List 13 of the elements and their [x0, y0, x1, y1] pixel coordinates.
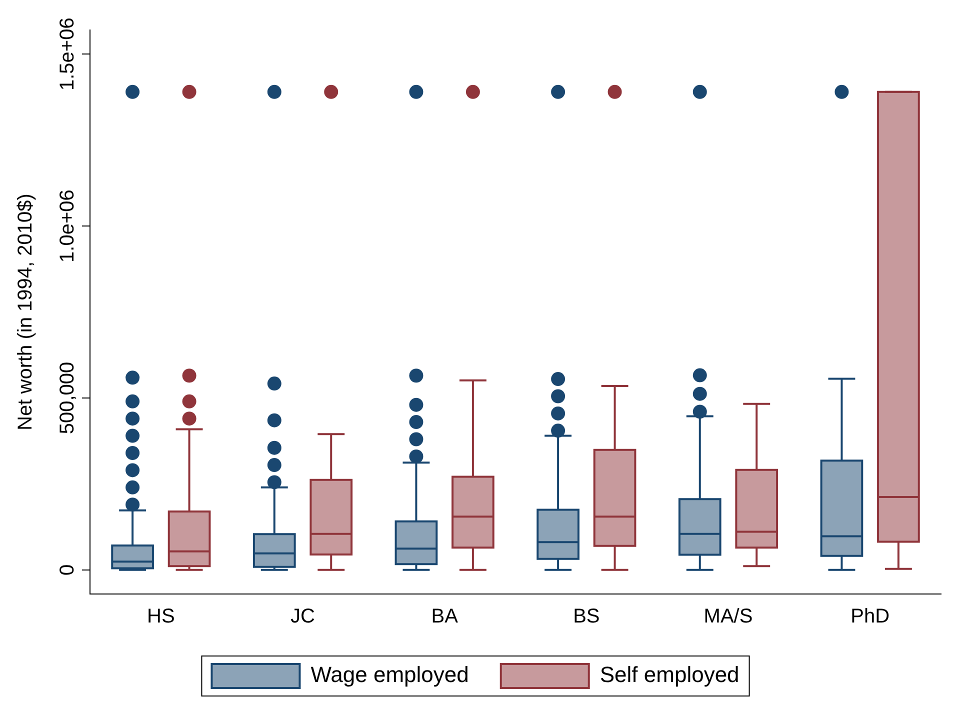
x-tick-label: JC [290, 606, 315, 628]
y-tick-label: 0 [56, 564, 79, 576]
y-axis-title: Net worth (in 1994, 2010$) [14, 194, 37, 430]
x-tick-label: BA [431, 606, 459, 628]
legend-label: Wage employed [310, 662, 469, 688]
y-tick-label: 500,000 [56, 362, 79, 434]
x-tick-label: MA/S [704, 606, 753, 628]
y-tick-label: 1.5e+06 [56, 18, 79, 91]
x-tick-label: PhD [850, 606, 890, 628]
y-tick-label: 1.0e+06 [56, 190, 79, 262]
x-tick-label: HS [147, 606, 175, 628]
x-tick-label: BS [573, 606, 600, 628]
legend-label: Self employed [600, 662, 740, 688]
